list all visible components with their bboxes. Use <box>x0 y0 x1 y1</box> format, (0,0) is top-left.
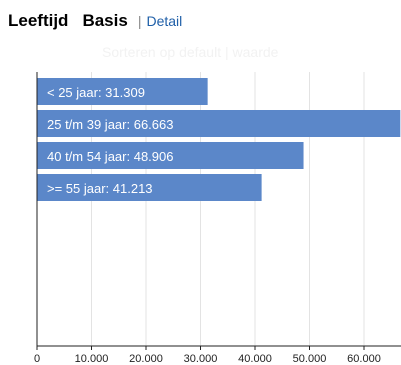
bar-label: 25 t/m 39 jaar: 66.663 <box>47 117 173 132</box>
bar[interactable] <box>37 142 304 169</box>
x-tick-label: 40.000 <box>238 353 272 365</box>
sort-option-waarde[interactable]: waarde <box>232 44 279 60</box>
sort-prefix: Sorteren op <box>102 44 176 60</box>
x-tick-label: 60.000 <box>347 353 381 365</box>
x-tick-label: 10.000 <box>75 353 109 365</box>
bar-label: 40 t/m 54 jaar: 48.906 <box>47 149 173 164</box>
bar[interactable] <box>37 174 262 201</box>
chart-header: Leeftijd Basis | Detail <box>8 11 182 31</box>
sort-options: Sorteren op default | waarde <box>102 44 278 60</box>
sort-separator: | <box>225 44 229 60</box>
bar-label: < 25 jaar: 31.309 <box>47 85 145 100</box>
x-tick-label: 30.000 <box>184 353 218 365</box>
bar-label: >= 55 jaar: 41.213 <box>47 181 153 196</box>
x-tick-label: 20.000 <box>129 353 163 365</box>
tab-separator: | <box>137 13 142 29</box>
bar[interactable] <box>37 78 208 105</box>
bar[interactable] <box>37 110 401 137</box>
tab-detail[interactable]: Detail <box>146 13 183 29</box>
tab-basis[interactable]: Basis <box>82 11 128 30</box>
sort-option-default[interactable]: default <box>179 44 222 60</box>
tab-leeftijd: Leeftijd <box>8 11 69 30</box>
x-tick-label: 0 <box>34 353 40 365</box>
x-tick-label: 50.000 <box>293 353 327 365</box>
